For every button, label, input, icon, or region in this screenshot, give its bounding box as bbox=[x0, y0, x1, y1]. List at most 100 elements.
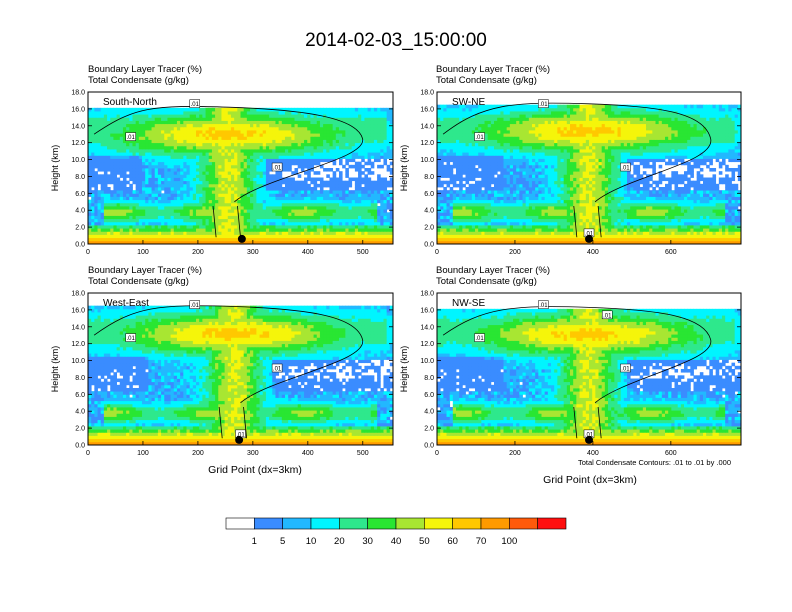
heatmap-cell bbox=[380, 202, 384, 207]
heatmap-cell bbox=[129, 149, 133, 153]
heatmap-cell bbox=[383, 237, 388, 242]
heatmap-cell bbox=[712, 212, 717, 216]
heatmap-cell bbox=[110, 133, 114, 137]
heatmap-cell bbox=[208, 228, 213, 232]
heatmap-cell bbox=[345, 240, 349, 245]
heatmap-cell bbox=[671, 215, 675, 220]
heatmap-cell bbox=[186, 130, 191, 134]
heatmap-cell bbox=[142, 130, 146, 134]
heatmap-cell bbox=[278, 202, 283, 207]
heatmap-cell bbox=[332, 155, 337, 159]
heatmap-cell bbox=[138, 111, 143, 115]
heatmap-cell bbox=[110, 136, 114, 140]
heatmap-cell bbox=[161, 145, 165, 150]
heatmap-cell bbox=[240, 218, 245, 223]
heatmap-cell bbox=[737, 221, 742, 226]
heatmap-cell bbox=[211, 183, 216, 188]
heatmap-cell bbox=[690, 231, 694, 235]
heatmap-cell bbox=[592, 237, 596, 242]
heatmap-cell bbox=[278, 199, 283, 204]
heatmap-cell bbox=[272, 231, 276, 235]
heatmap-cell bbox=[354, 212, 359, 216]
heatmap-cell bbox=[709, 218, 713, 223]
heatmap-cell bbox=[310, 123, 314, 128]
heatmap-cell bbox=[319, 130, 324, 134]
heatmap-cell bbox=[202, 187, 206, 191]
heatmap-cell bbox=[215, 142, 219, 147]
heatmap-cell bbox=[113, 218, 117, 223]
heatmap-cell bbox=[655, 228, 660, 232]
condensate-contour bbox=[93, 106, 363, 238]
heatmap-cell bbox=[500, 212, 504, 216]
heatmap-cell bbox=[142, 234, 146, 239]
heatmap-cell bbox=[304, 212, 308, 216]
heatmap-cell bbox=[167, 123, 172, 128]
heatmap-cell bbox=[202, 240, 206, 245]
heatmap-cell bbox=[281, 187, 286, 191]
heatmap-cell bbox=[319, 215, 324, 220]
heatmap-cell bbox=[240, 126, 245, 131]
heatmap-cell bbox=[307, 123, 311, 128]
heatmap-cell bbox=[291, 228, 295, 232]
heatmap-cell bbox=[142, 164, 146, 169]
heatmap-cell bbox=[237, 209, 241, 213]
heatmap-cell bbox=[250, 142, 254, 147]
heatmap-cell bbox=[221, 228, 226, 232]
heatmap-cell bbox=[291, 190, 295, 194]
heatmap-cell bbox=[151, 114, 156, 118]
heatmap-cell bbox=[151, 237, 156, 242]
heatmap-cell bbox=[167, 152, 172, 156]
heatmap-cell bbox=[316, 231, 321, 235]
heatmap-cell bbox=[351, 209, 356, 213]
heatmap-cell bbox=[230, 193, 235, 197]
heatmap-cell bbox=[129, 240, 133, 245]
heatmap-cell bbox=[135, 240, 140, 245]
heatmap-cell bbox=[116, 168, 121, 172]
heatmap-cell bbox=[443, 240, 447, 245]
heatmap-cell bbox=[240, 158, 245, 163]
heatmap-cell bbox=[323, 209, 327, 213]
heatmap-cell bbox=[237, 107, 241, 112]
heatmap-cell bbox=[281, 190, 286, 194]
heatmap-cell bbox=[183, 164, 187, 169]
heatmap-cell bbox=[513, 212, 517, 216]
heatmap-cell bbox=[734, 225, 739, 229]
heatmap-cell bbox=[361, 228, 365, 232]
heatmap-cell bbox=[272, 180, 276, 185]
heatmap-cell bbox=[107, 218, 111, 223]
heatmap-cell bbox=[579, 231, 584, 235]
heatmap-cell bbox=[652, 221, 656, 226]
heatmap-cell bbox=[230, 130, 235, 134]
heatmap-cell bbox=[481, 215, 485, 220]
heatmap-cell bbox=[208, 139, 213, 144]
heatmap-cell bbox=[576, 231, 580, 235]
heatmap-cell bbox=[145, 133, 149, 137]
heatmap-cell bbox=[103, 215, 108, 220]
heatmap-cell bbox=[715, 231, 720, 235]
heatmap-cell bbox=[256, 136, 260, 140]
heatmap-cell bbox=[614, 237, 618, 242]
heatmap-cell bbox=[167, 177, 172, 182]
heatmap-cell bbox=[88, 218, 92, 223]
heatmap-cell bbox=[221, 177, 226, 182]
heatmap-cell bbox=[192, 187, 197, 191]
heatmap-cell bbox=[259, 145, 264, 150]
heatmap-cell bbox=[237, 155, 241, 159]
heatmap-cell bbox=[243, 164, 248, 169]
heatmap-cell bbox=[173, 183, 178, 188]
heatmap-cell bbox=[205, 107, 210, 112]
heatmap-cell bbox=[148, 139, 152, 144]
heatmap-cell bbox=[589, 215, 593, 220]
heatmap-cell bbox=[202, 136, 206, 140]
heatmap-cell bbox=[737, 228, 742, 232]
heatmap-cell bbox=[304, 234, 308, 239]
heatmap-cell bbox=[243, 133, 248, 137]
heatmap-cell bbox=[278, 149, 283, 153]
heatmap-cell bbox=[88, 209, 92, 213]
heatmap-cell bbox=[189, 180, 194, 185]
heatmap-cell bbox=[110, 212, 114, 216]
heatmap-cell bbox=[351, 152, 356, 156]
heatmap-cell bbox=[361, 142, 365, 147]
heatmap-cell bbox=[281, 149, 286, 153]
heatmap-cell bbox=[326, 174, 330, 178]
